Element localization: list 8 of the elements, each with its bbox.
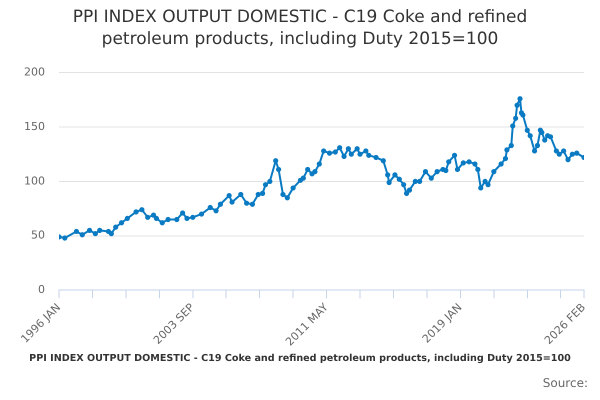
y-tick-label: 100 xyxy=(24,174,45,188)
y-tick-label: 150 xyxy=(24,120,45,133)
y-tick-label: 50 xyxy=(30,228,45,242)
source-note: Source: xyxy=(542,376,588,390)
y-tick-label: 0 xyxy=(38,283,45,296)
chart-title: PPI INDEX OUTPUT DOMESTIC - C19 Coke and refined petroleum products, including Duty 2015=100 xyxy=(72,6,528,50)
y-tick-label: 200 xyxy=(24,65,45,78)
text: PPI INDEX OUTPUT DOMESTIC - C19 Coke and refined petroleum products, including Duty 2015=100 xyxy=(28,353,572,364)
